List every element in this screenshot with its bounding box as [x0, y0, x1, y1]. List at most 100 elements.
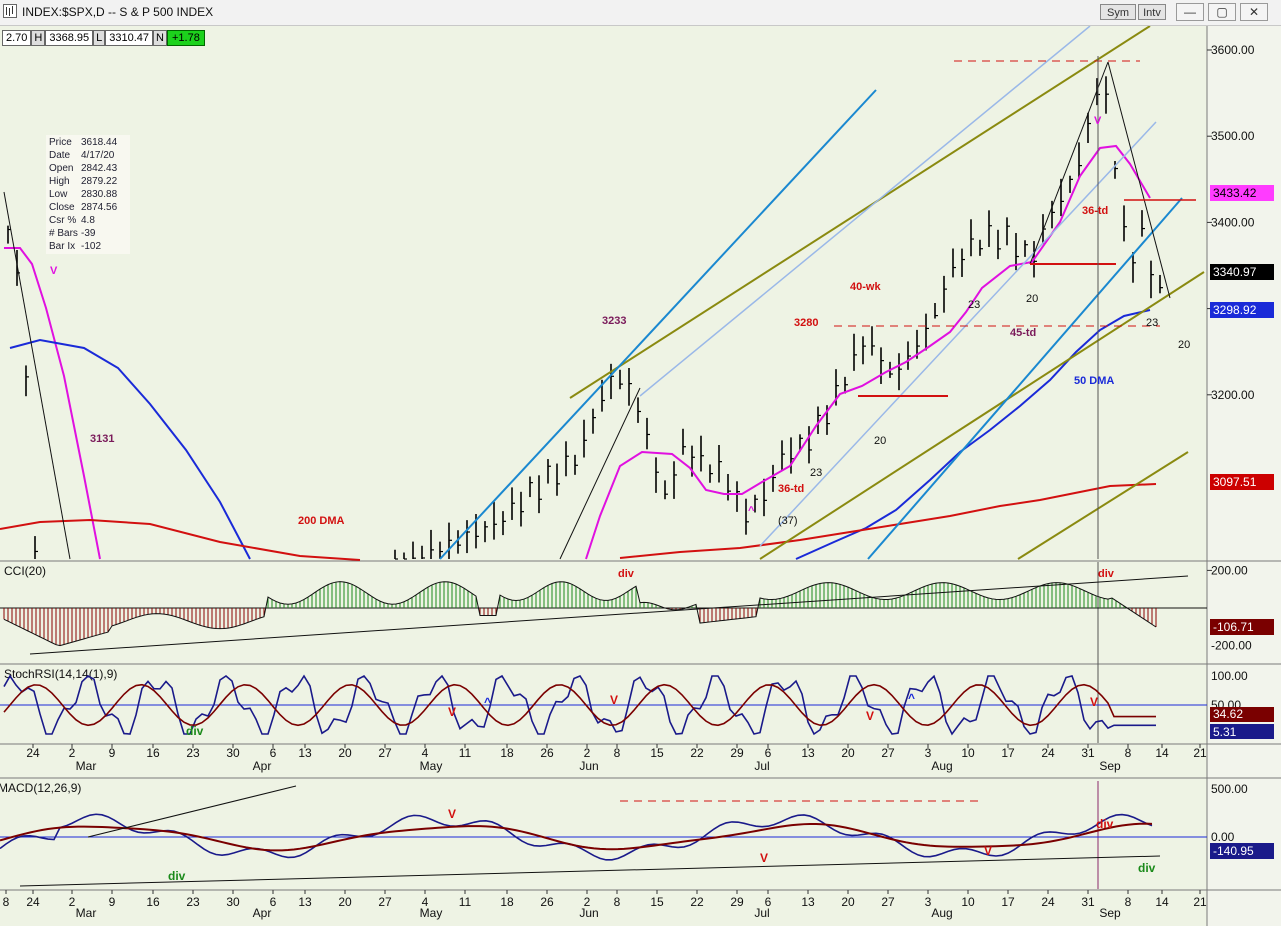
trend-line-feb [3, 191, 71, 560]
macd-date-axis-label: 27 [378, 895, 392, 909]
macd-month-axis-label: Jul [754, 906, 769, 920]
chart-annotation: 36-td [778, 483, 804, 495]
dma-200-line [619, 483, 1157, 559]
macd-date-axis-label: 24 [26, 895, 40, 909]
symbol-button[interactable]: Sym [1100, 4, 1136, 20]
data-box-value: -102 [81, 241, 102, 252]
month-axis-label: Mar [76, 759, 97, 773]
month-axis-label: Aug [931, 759, 952, 773]
date-axis-label: 24 [26, 746, 40, 760]
macd-month-axis-label: Jun [579, 906, 598, 920]
cci-annotation: div [618, 568, 635, 580]
price-tag: 3433.42 [1213, 186, 1257, 200]
interval-button[interactable]: Intv [1138, 4, 1166, 20]
date-axis-label: 13 [801, 746, 815, 760]
macd-month-axis-label: Apr [253, 906, 272, 920]
stochrsi-value-tag-bg [1210, 707, 1274, 722]
macd-month-axis-label: Sep [1099, 906, 1121, 920]
macd-month-axis-label: May [420, 906, 443, 920]
data-box-row: High 2879.22 [49, 175, 127, 188]
macd-date-axis-label: 14 [1155, 895, 1169, 909]
data-box-row: Price 3618.44 [49, 136, 127, 149]
trend-line-aug [1029, 61, 1109, 265]
stochrsi-annotation: ^ [908, 691, 915, 705]
month-axis-label: Jun [579, 759, 598, 773]
low-label: L [93, 30, 106, 46]
macd-date-axis-label: 8 [1125, 895, 1132, 909]
stochrsi-title: StochRSI(14,14(1),9) [4, 667, 117, 681]
date-axis-label: 24 [1041, 746, 1055, 760]
macd-date-axis-label: 24 [1041, 895, 1055, 909]
window-titlebar: INDEX:$SPX,D -- S & P 500 INDEX Sym Intv… [0, 0, 1281, 26]
macd-title: MACD(12,26,9) [0, 781, 81, 795]
spx-chart[interactable]: 3600.003500.003400.003300.003200.00V3131… [0, 26, 1281, 926]
chart-annotation: ^ [748, 505, 755, 517]
macd-date-axis-label: 9 [109, 895, 116, 909]
data-box-value: 2874.56 [81, 202, 118, 213]
chart-annotation: 50 DMA [1074, 375, 1114, 387]
price-tag-bg [1210, 474, 1274, 490]
date-axis-label: 2 [69, 746, 76, 760]
macd-month-axis-label: Mar [76, 906, 97, 920]
price-tag-bg [1210, 302, 1274, 318]
macd-date-axis-label: 17 [1001, 895, 1015, 909]
data-box-row: Date 4/17/20 [49, 149, 127, 162]
macd-date-axis-label: 15 [650, 895, 664, 909]
macd-date-axis-label: 2 [584, 895, 591, 909]
data-box-row: Close 2874.56 [49, 201, 127, 214]
minimize-icon[interactable]: — [1176, 3, 1204, 21]
net-label: N [153, 30, 167, 46]
macd-value-tag: -140.95 [1213, 844, 1254, 858]
data-box-value: 2842.43 [81, 163, 118, 174]
chart-annotation: 3131 [90, 433, 114, 445]
price-tag: 3097.51 [1213, 475, 1257, 489]
macd-date-axis-label: 22 [690, 895, 704, 909]
macd-date-axis-label: 20 [338, 895, 352, 909]
data-box-row: Low 2830.88 [49, 188, 127, 201]
date-axis-label: 29 [730, 746, 744, 760]
stochrsi-annotation: div [186, 724, 204, 738]
macd-date-axis-label: 29 [730, 895, 744, 909]
macd-annotation: V [448, 807, 456, 821]
data-box-value: 3618.44 [81, 137, 118, 148]
close-icon[interactable]: ✕ [1240, 3, 1268, 21]
stochrsi-d-line [3, 683, 1156, 727]
macd-date-axis-label: 20 [841, 895, 855, 909]
restore-icon[interactable]: ▢ [1208, 3, 1236, 21]
price-panel-bg [0, 26, 1207, 559]
macd-axis-label: 0.00 [1211, 830, 1235, 844]
date-axis-label: 6 [270, 746, 277, 760]
channel-upper-line [569, 26, 1151, 399]
macd-axis-label: 500.00 [1211, 782, 1248, 796]
dma-200-line-left [0, 518, 361, 561]
macd-date-axis-label: 21 [1193, 895, 1207, 909]
macd-date-axis-label: 30 [226, 895, 240, 909]
data-box-value: 4.8 [81, 215, 95, 226]
date-axis-label: 4 [422, 746, 429, 760]
macd-annotation: V [760, 851, 768, 865]
dma-50-line-left [9, 338, 251, 560]
price-tag: 3298.92 [1213, 303, 1257, 317]
macd-annotation: div [1138, 861, 1156, 875]
macd-date-axis-label: 2 [69, 895, 76, 909]
data-box-key: Open [49, 163, 74, 174]
macd-date-axis-label: 8 [614, 895, 621, 909]
chart-annotation: 23 [810, 467, 822, 479]
cci-axis-label: -200.00 [1211, 639, 1252, 653]
data-box-row: # Bars -39 [49, 227, 127, 240]
date-axis-label: 11 [459, 746, 472, 760]
channel-blue-line-a [439, 89, 877, 560]
chart-annotation: 200 DMA [298, 515, 345, 527]
net-change-value: +1.78 [166, 30, 205, 46]
chart-annotation: 3233 [602, 315, 626, 327]
macd-date-axis-label: 23 [186, 895, 200, 909]
macd-month-axis-label: Aug [931, 906, 952, 920]
stochrsi-axis-label: 100.00 [1211, 669, 1248, 683]
cci-axis-label: 200.00 [1211, 563, 1248, 577]
macd-date-axis-label: 6 [765, 895, 772, 909]
date-axis-label: 20 [338, 746, 352, 760]
data-box-key: Low [49, 189, 68, 200]
chart-annotation: 20 [874, 435, 886, 447]
channel-bottom-line [1017, 451, 1189, 560]
ma-20-line-left [4, 247, 101, 560]
